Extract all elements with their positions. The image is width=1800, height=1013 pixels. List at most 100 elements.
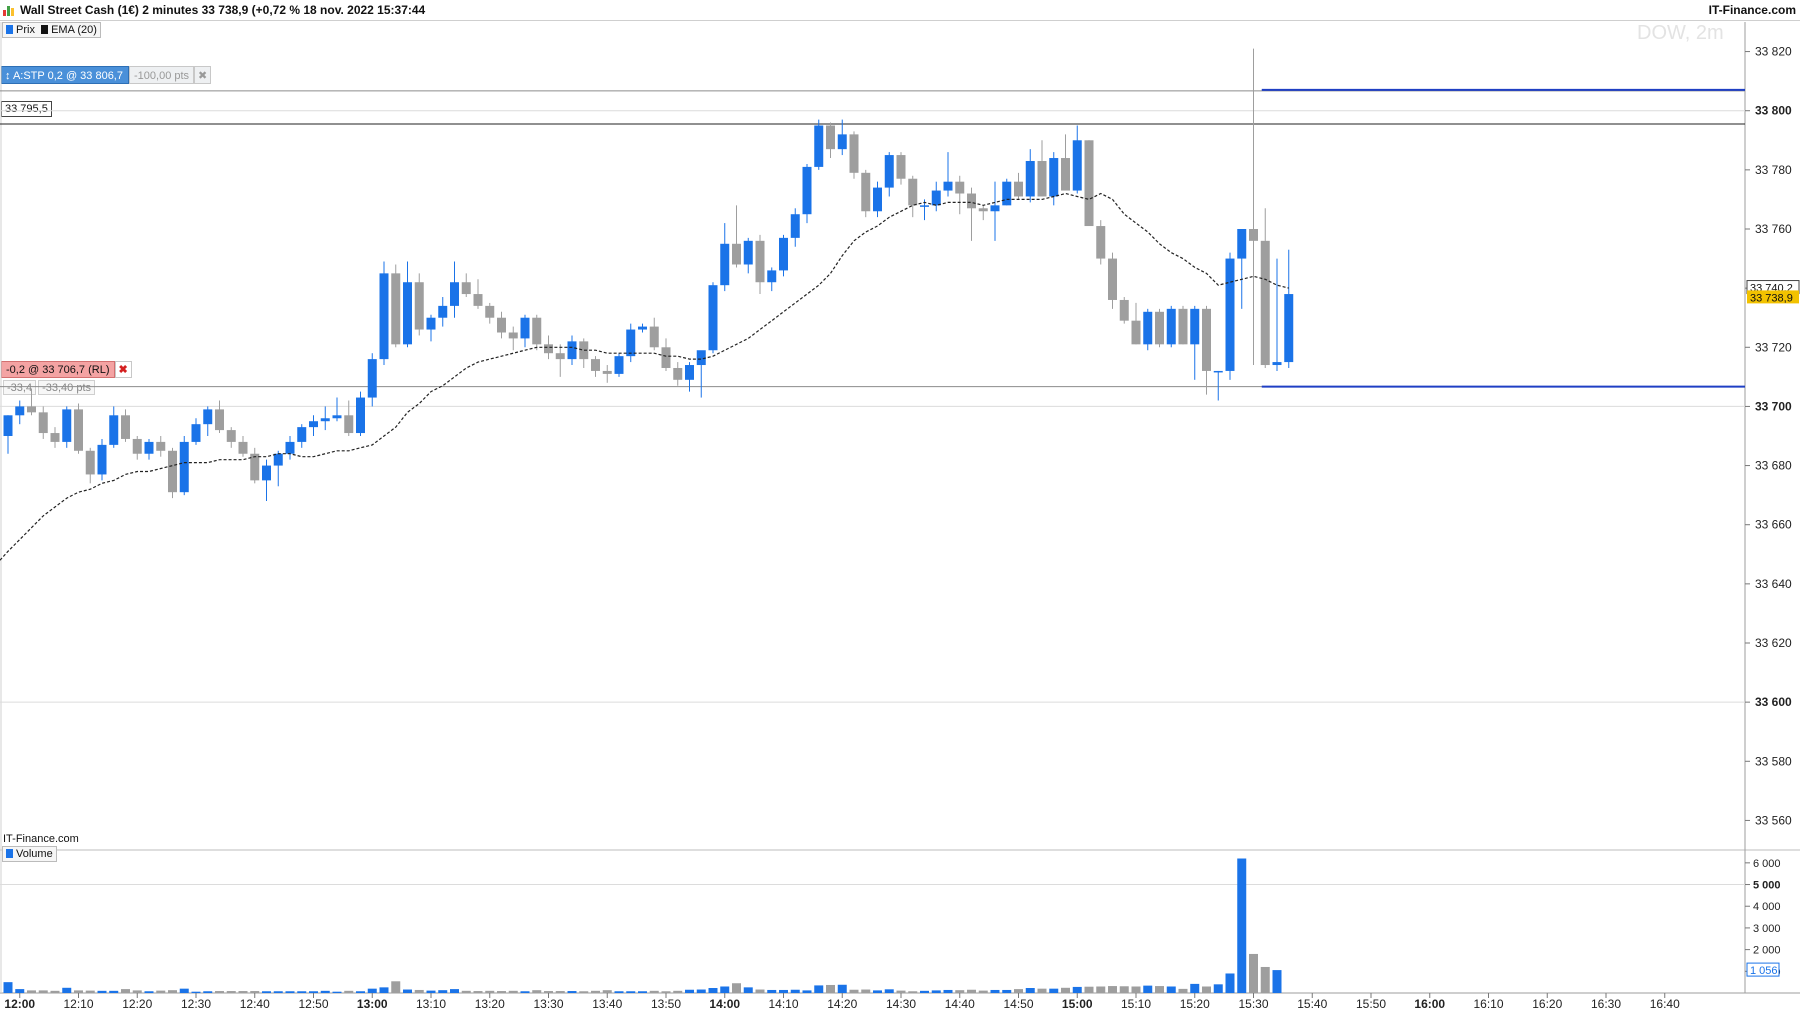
y-tick-label: 33 680	[1755, 459, 1792, 473]
volume-bar	[555, 991, 565, 993]
position-tag[interactable]: -0,2 @ 33 706,7 (RL) ✖	[1, 361, 132, 378]
position-label[interactable]: -0,2 @ 33 706,7 (RL)	[1, 361, 115, 378]
candle	[156, 436, 166, 457]
volume-bar	[732, 983, 741, 993]
candle	[320, 406, 330, 431]
candle	[438, 297, 448, 327]
volume-bar	[438, 990, 448, 993]
volume-bar	[121, 989, 130, 993]
candle-body	[403, 282, 412, 345]
cancel-order-icon[interactable]: ✖	[194, 66, 212, 84]
candle	[849, 131, 859, 179]
close-position-icon[interactable]: ✖	[114, 361, 132, 378]
volume-bar	[132, 990, 142, 993]
candle-body	[755, 240, 765, 283]
candle	[168, 447, 177, 499]
candle-body	[426, 317, 436, 330]
candle	[767, 267, 777, 292]
volume-bar	[1072, 986, 1082, 993]
candle	[3, 415, 13, 454]
candle	[943, 152, 953, 197]
candle-body	[508, 332, 518, 339]
candle-body	[27, 406, 36, 413]
volume-bar	[978, 990, 988, 993]
price-legend[interactable]: Prix EMA (20)	[2, 22, 101, 38]
x-tick-label: 13:10	[416, 997, 446, 1011]
candle-body	[226, 430, 236, 442]
candle	[203, 406, 213, 436]
volume-bar	[485, 990, 495, 993]
candle	[332, 397, 342, 422]
drag-handle-icon[interactable]: ↕	[5, 70, 13, 82]
volume-bar	[920, 990, 929, 993]
volume-bar	[790, 989, 800, 993]
candle	[1143, 308, 1153, 351]
candle	[262, 459, 271, 502]
stop-order-label[interactable]: ↕ A:STP 0,2 @ 33 806,7	[1, 66, 129, 84]
candle	[1213, 370, 1223, 401]
candle-body	[520, 317, 530, 339]
candle	[450, 261, 459, 318]
candle-body	[884, 155, 894, 188]
candle-body	[1237, 229, 1247, 259]
chart-icon	[3, 6, 14, 16]
x-tick-label: 13:30	[533, 997, 563, 1011]
candle	[1108, 252, 1117, 309]
candle-body	[708, 285, 718, 351]
candle	[931, 181, 941, 212]
volume-bar	[238, 991, 248, 993]
ema-swatch-icon	[41, 25, 49, 34]
volume-bar	[1014, 989, 1023, 993]
candle-body	[732, 243, 741, 265]
candle-body	[802, 166, 812, 215]
volume-bar	[450, 989, 459, 993]
volume-bar	[802, 990, 812, 993]
volume-bar	[1225, 973, 1235, 993]
volume-bar	[544, 991, 553, 993]
stop-order-tag[interactable]: ↕ A:STP 0,2 @ 33 806,7 -100,00 pts ✖	[1, 66, 212, 84]
brand-name[interactable]: IT-Finance.com	[1708, 3, 1796, 17]
candle	[532, 314, 542, 351]
volume-bar	[579, 991, 589, 993]
volume-bar	[591, 990, 600, 993]
volume-legend[interactable]: Volume	[2, 846, 57, 862]
candle-body	[1108, 258, 1117, 300]
candle	[74, 403, 83, 454]
stop-order-text: A:STP 0,2 @ 33 806,7	[12, 70, 123, 82]
candle-body	[1131, 320, 1141, 345]
candle-body	[837, 134, 847, 150]
candle	[1260, 208, 1270, 368]
candle-body	[238, 441, 248, 454]
x-tick-label: 15:20	[1180, 997, 1210, 1011]
volume-bar	[62, 987, 72, 993]
candle	[814, 119, 824, 170]
x-tick-label: 13:00	[357, 997, 388, 1011]
candle	[426, 314, 436, 342]
candle-body	[497, 317, 506, 333]
volume-bar	[74, 990, 83, 993]
candle-body	[309, 421, 318, 428]
candle	[1249, 48, 1258, 366]
candle	[567, 335, 577, 366]
candle	[1237, 229, 1247, 309]
volume-bar	[215, 991, 224, 993]
candle	[978, 205, 988, 221]
volume-bar	[861, 989, 871, 993]
candle	[732, 205, 741, 268]
volume-tick-label: 4 000	[1753, 901, 1781, 913]
candle-body	[438, 305, 448, 318]
position-pnl: -33,4 -33,40 pts	[3, 380, 97, 395]
x-tick-label: 14:10	[768, 997, 798, 1011]
volume-bar	[873, 990, 882, 993]
candle	[638, 323, 647, 333]
volume-bar	[967, 989, 976, 993]
x-tick-label: 12:10	[63, 997, 93, 1011]
candle	[391, 264, 401, 348]
candle-body	[920, 205, 929, 207]
candle-body	[144, 441, 154, 454]
candle	[1002, 178, 1012, 206]
volume-bar	[943, 989, 953, 993]
volume-bar	[285, 991, 295, 993]
candle	[379, 261, 389, 366]
